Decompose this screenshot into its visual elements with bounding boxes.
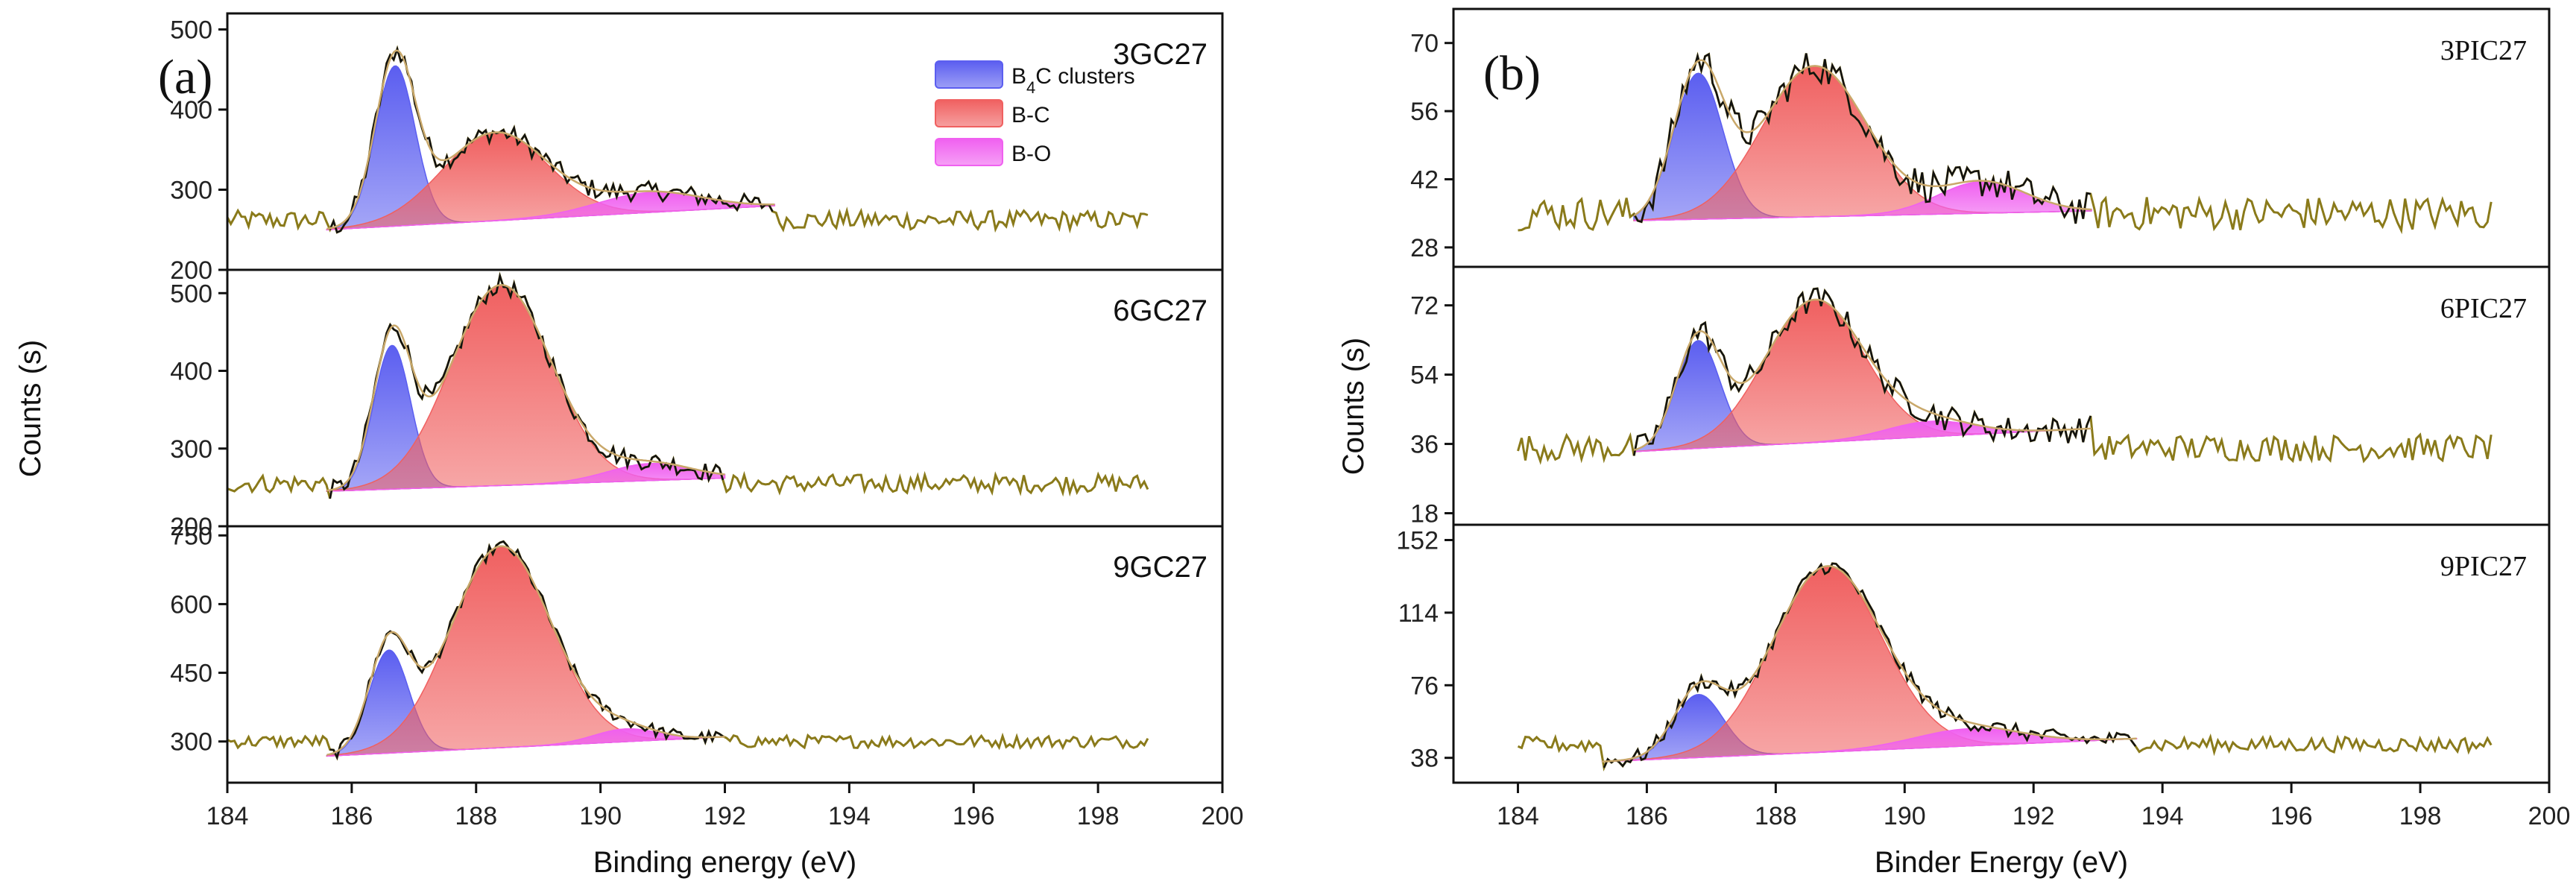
measured-envelope xyxy=(329,272,724,499)
x-tick-label: 198 xyxy=(2399,802,2442,830)
panel-label: (a) xyxy=(158,50,212,104)
y-tick-label: 76 xyxy=(1410,672,1439,700)
legend-label: B4C clusters xyxy=(1011,64,1135,97)
y-tick-label: 200 xyxy=(170,256,212,285)
x-tick-label: 200 xyxy=(1202,802,1244,830)
x-tick-label: 186 xyxy=(331,802,373,830)
y-tick-label: 300 xyxy=(170,435,212,464)
legend-label: B-O xyxy=(1011,142,1051,166)
y-axis-label: Counts (s) xyxy=(1337,338,1370,476)
x-tick-label: 184 xyxy=(1497,802,1539,830)
legend: B4C clusters B-C B-O xyxy=(935,60,1135,166)
y-tick-label: 400 xyxy=(170,358,212,386)
subplot-frame xyxy=(1452,7,2551,268)
y-tick-label: 70 xyxy=(1410,30,1439,58)
x-tick-label: 200 xyxy=(2528,802,2571,830)
y-tick-label: 500 xyxy=(170,280,212,308)
x-tick-label: 198 xyxy=(1077,802,1120,830)
y-tick-label: 450 xyxy=(170,660,212,688)
peak-b-o xyxy=(1634,180,2092,221)
x-tick-label: 194 xyxy=(2141,802,2184,830)
y-tick-label: 42 xyxy=(1410,165,1439,194)
subplot-label: 3GC27 xyxy=(1113,38,1208,71)
y-tick-label: 300 xyxy=(170,728,212,757)
y-tick-label: 36 xyxy=(1410,431,1439,459)
subplot-label: 3PIC27 xyxy=(2440,35,2527,66)
measured-envelope xyxy=(1633,52,2092,224)
fit-envelope xyxy=(326,545,725,756)
x-tick-label: 188 xyxy=(1755,802,1797,830)
measured-envelope xyxy=(1603,562,2137,769)
x-tick-label: 192 xyxy=(704,802,746,830)
panel-b: 28 42 56 70 3PIC27 18 36 54 72 6PIC27 38 76 114 152 9P… xyxy=(1337,7,2571,879)
measured-envelope xyxy=(1632,287,2092,456)
y-tick-label: 18 xyxy=(1410,500,1439,528)
y-tick-label: 600 xyxy=(170,590,212,619)
y-tick-label: 300 xyxy=(170,177,212,205)
subplot-9PIC27: 38 76 114 152 9PIC27 xyxy=(1396,523,2551,784)
y-tick-label: 38 xyxy=(1410,745,1439,773)
y-tick-label: 200 xyxy=(170,513,212,541)
y-tick-label: 28 xyxy=(1410,234,1439,262)
subplot-3PIC27: 28 42 56 70 3PIC27 xyxy=(1410,7,2551,268)
y-tick-label: 72 xyxy=(1410,292,1439,321)
subplot-9GC27: 300 450 600 750 9GC27 xyxy=(170,522,1224,784)
peak-b-o xyxy=(326,462,726,492)
y-axis-label: Counts (s) xyxy=(14,340,47,478)
legend-swatch xyxy=(935,99,1003,127)
y-tick-label: 152 xyxy=(1396,527,1439,555)
legend-swatch xyxy=(935,60,1003,89)
subplot-label: 9PIC27 xyxy=(2440,551,2527,582)
subplot-6PIC27: 18 36 54 72 6PIC27 xyxy=(1410,265,2551,528)
x-axis-label: Binder Energy (eV) xyxy=(1875,846,2128,879)
legend-label: B-C xyxy=(1011,103,1050,127)
y-tick-label: 500 xyxy=(170,16,212,45)
x-tick-label: 190 xyxy=(1884,802,1926,830)
y-tick-label: 750 xyxy=(170,522,212,550)
fit-envelope xyxy=(1601,565,2137,763)
x-tick-label: 196 xyxy=(953,802,995,830)
x-tick-label: 194 xyxy=(828,802,871,830)
legend-swatch xyxy=(935,138,1003,166)
x-tick-label: 192 xyxy=(2012,802,2055,830)
x-axis-label: Binding energy (eV) xyxy=(593,846,857,879)
x-tick-label: 190 xyxy=(579,802,622,830)
x-tick-label: 186 xyxy=(1626,802,1668,830)
x-tick-label: 184 xyxy=(206,802,249,830)
y-tick-label: 54 xyxy=(1410,362,1439,390)
panel-label: (b) xyxy=(1483,46,1541,101)
x-tick-label: 188 xyxy=(455,802,497,830)
fit-envelope xyxy=(326,284,725,492)
subplot-label: 6PIC27 xyxy=(2440,293,2527,324)
fit-envelope xyxy=(1633,59,2092,217)
subplot-frame xyxy=(1452,265,2551,526)
subplot-label: 9GC27 xyxy=(1113,551,1208,584)
subplot-label: 6GC27 xyxy=(1113,294,1208,327)
y-tick-label: 56 xyxy=(1410,98,1439,126)
x-tick-label: 196 xyxy=(2270,802,2313,830)
fit-envelope xyxy=(1633,298,2092,451)
y-tick-label: 400 xyxy=(170,96,212,124)
y-tick-label: 114 xyxy=(1398,599,1439,628)
fit-envelope xyxy=(326,49,775,230)
subplot-6GC27: 200 300 400 500 6GC27 xyxy=(170,268,1224,541)
subplot-frame xyxy=(1452,523,2551,784)
